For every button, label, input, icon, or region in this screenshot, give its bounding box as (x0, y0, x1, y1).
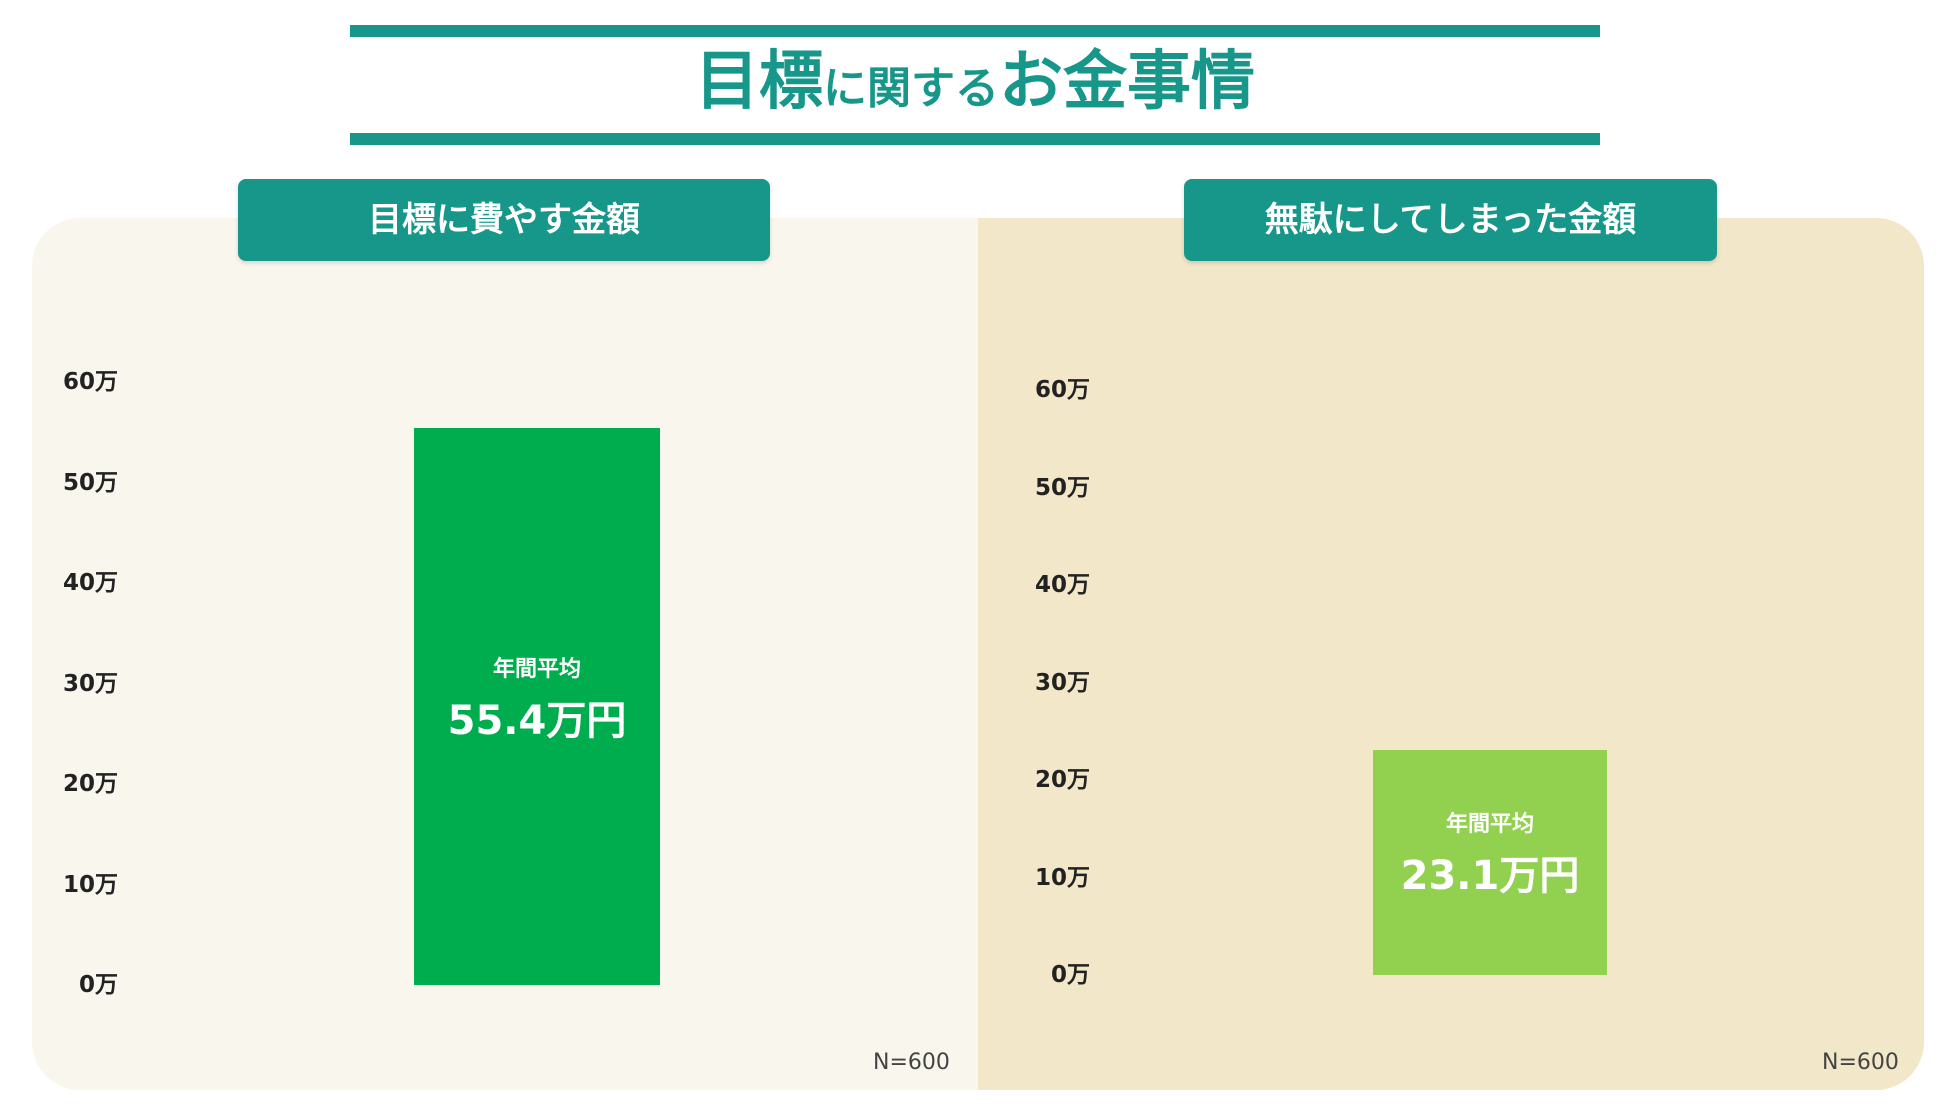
page-title-part2: に関する (823, 63, 999, 114)
sample-size-note: N=600 (873, 1050, 950, 1075)
sample-size-note: N=600 (1822, 1050, 1899, 1075)
y-tick-label: 0万 (78, 972, 118, 998)
y-tick-label: 0万 (1050, 962, 1090, 988)
title-rule-top (350, 25, 1600, 37)
y-tick-label: 20万 (62, 771, 118, 797)
y-tick-label: 60万 (1034, 377, 1090, 403)
y-tick-label: 10万 (1034, 864, 1090, 891)
bar-value-label: 23.1万円 (1400, 853, 1580, 900)
right-chart-title: 無駄にしてしまった金額 (1184, 179, 1717, 261)
page-title-part1: 目標 (695, 45, 823, 119)
bar-data-label: 年間平均 23.1万円 (1373, 810, 1607, 904)
y-tick-label: 60万 (62, 369, 118, 395)
bar-caption: 年間平均 (492, 656, 581, 682)
bar-value-label: 55.4万円 (447, 697, 627, 744)
y-tick-label: 20万 (1034, 767, 1090, 793)
y-tick-label: 50万 (1034, 474, 1090, 501)
title-rule-bottom (350, 133, 1600, 145)
left-chart-title: 目標に費やす金額 (238, 179, 770, 261)
y-tick-label: 10万 (62, 871, 118, 898)
y-tick-label: 30万 (62, 670, 118, 697)
page-title-part3: お金事情 (999, 45, 1255, 119)
y-tick-label: 40万 (1034, 572, 1090, 598)
bar-annual-average-goal-spend (414, 428, 660, 985)
y-tick-label: 40万 (62, 570, 118, 596)
bar-caption: 年間平均 (1445, 812, 1534, 838)
page-title: 目標に関するお金事情 (350, 42, 1600, 122)
bar-annual-average-wasted (1373, 749, 1607, 975)
bar-data-label: 年間平均 55.4万円 (414, 655, 660, 749)
y-tick-label: 30万 (1034, 669, 1090, 696)
y-tick-label: 50万 (62, 469, 118, 496)
